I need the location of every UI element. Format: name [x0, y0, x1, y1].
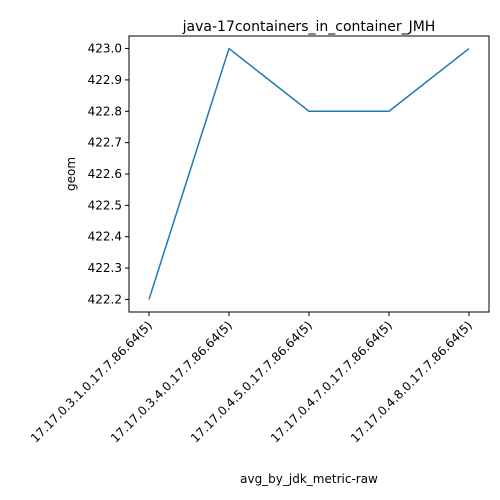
plot-frame	[128, 35, 490, 313]
series-line	[148, 47, 470, 300]
y-tick-label: 422.6	[88, 167, 122, 181]
y-tick-label: 422.4	[88, 230, 122, 244]
y-axis-title: geom	[64, 157, 78, 191]
y-tick-label: 422.3	[88, 261, 122, 275]
y-tick-label: 422.2	[88, 292, 122, 306]
y-tick-label: 423.0	[88, 42, 122, 56]
chart-title: java-17containers_in_container_JMH	[182, 19, 436, 35]
y-tick-label: 422.7	[88, 136, 122, 150]
series-group	[148, 47, 470, 300]
y-axis: 422.2 422.3 422.4 422.5 422.6 422.7 422.8 422.9…	[88, 42, 129, 306]
y-tick-label: 422.9	[88, 73, 122, 87]
y-tick-label: 422.5	[88, 198, 122, 212]
x-axis: 17.17.0.3.1.0.17.7.86.64(5)17.17.0.3.4.0…	[28, 312, 475, 445]
y-tick-label: 422.8	[88, 104, 122, 118]
x-axis-title: avg_by_jdk_metric-raw	[240, 472, 378, 486]
